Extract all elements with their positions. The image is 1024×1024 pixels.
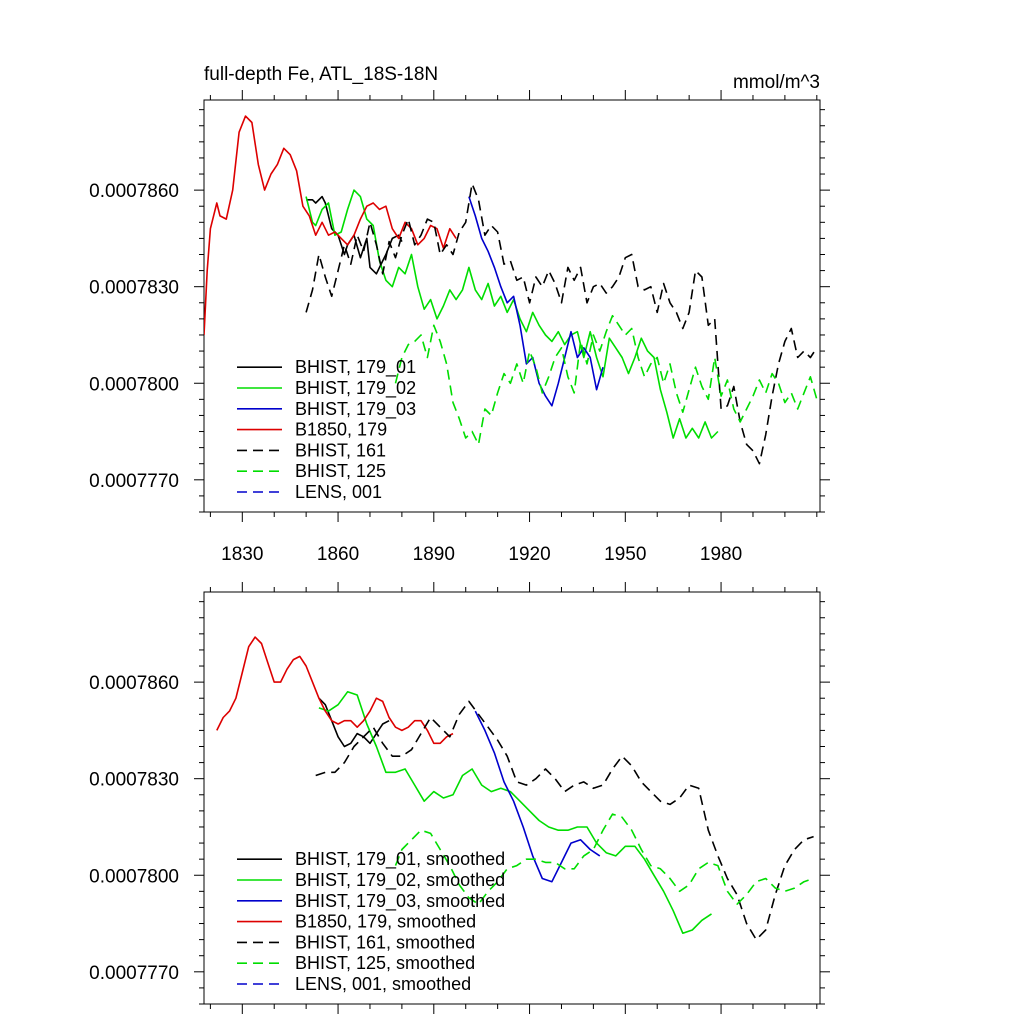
chart-panel-2: 0.0007770 0.0007800 0.0007830 0.0007860 BHIS…	[89, 582, 830, 1014]
plot-frame	[203, 99, 821, 513]
series-line-3	[474, 710, 601, 883]
legend-label: BHIST, 179_03, smoothed	[295, 891, 505, 912]
y-tick-label: 0.0007800	[89, 374, 179, 395]
series-line-5	[315, 700, 814, 941]
series-line-2	[305, 189, 719, 439]
x-tick-label: 1920	[508, 544, 550, 565]
y-tick-label: 0.0007830	[89, 770, 179, 791]
x-tick-label: 1830	[221, 544, 263, 565]
series-line-4	[204, 115, 457, 336]
legend-label: B1850, 179, smoothed	[295, 912, 476, 932]
legend-label: LENS, 001	[295, 482, 382, 502]
series-line-5	[305, 182, 818, 465]
plot-frame	[203, 591, 821, 1005]
y-tick-label: 0.0007860	[89, 673, 179, 694]
legend-label: B1850, 179	[295, 420, 387, 440]
chart-panel-1: 1830 1860 1890 1920 1950 1980 0.0007770 0.00078…	[89, 64, 830, 565]
legend-label: LENS, 001, smoothed	[295, 974, 471, 994]
series-line-2	[318, 690, 712, 935]
chart-title: full-depth Fe, ATL_18S-18N	[204, 64, 438, 85]
x-tick-label: 1950	[604, 544, 646, 565]
x-tick-label: 1980	[700, 544, 742, 565]
y-tick-label: 0.0007830	[89, 278, 179, 299]
legend-label: BHIST, 125	[295, 461, 386, 481]
y-tick-label: 0.0007770	[89, 471, 179, 492]
legend-label: BHIST, 179_01, smoothed	[295, 849, 505, 870]
legend-label: BHIST, 179_02, smoothed	[295, 870, 505, 891]
legend-label: BHIST, 179_01	[295, 357, 416, 378]
y-tick-label: 0.0007860	[89, 181, 179, 202]
legend-label: BHIST, 161, smoothed	[295, 932, 475, 952]
series-line-6	[394, 813, 814, 906]
y-tick-label: 0.0007770	[89, 963, 179, 984]
legend-label: BHIST, 125, smoothed	[295, 953, 475, 973]
legend-label: BHIST, 161	[295, 440, 386, 460]
units-label: mmol/m^3	[733, 72, 820, 93]
series-line-4	[216, 636, 454, 745]
legend-label: BHIST, 179_02	[295, 378, 416, 399]
legend-label: BHIST, 179_03	[295, 399, 416, 420]
y-tick-label: 0.0007800	[89, 866, 179, 887]
series-line-3	[468, 196, 604, 407]
series-line-1	[318, 697, 390, 748]
x-tick-label: 1860	[317, 544, 359, 565]
x-tick-label: 1890	[413, 544, 455, 565]
series-line-6	[394, 314, 818, 446]
